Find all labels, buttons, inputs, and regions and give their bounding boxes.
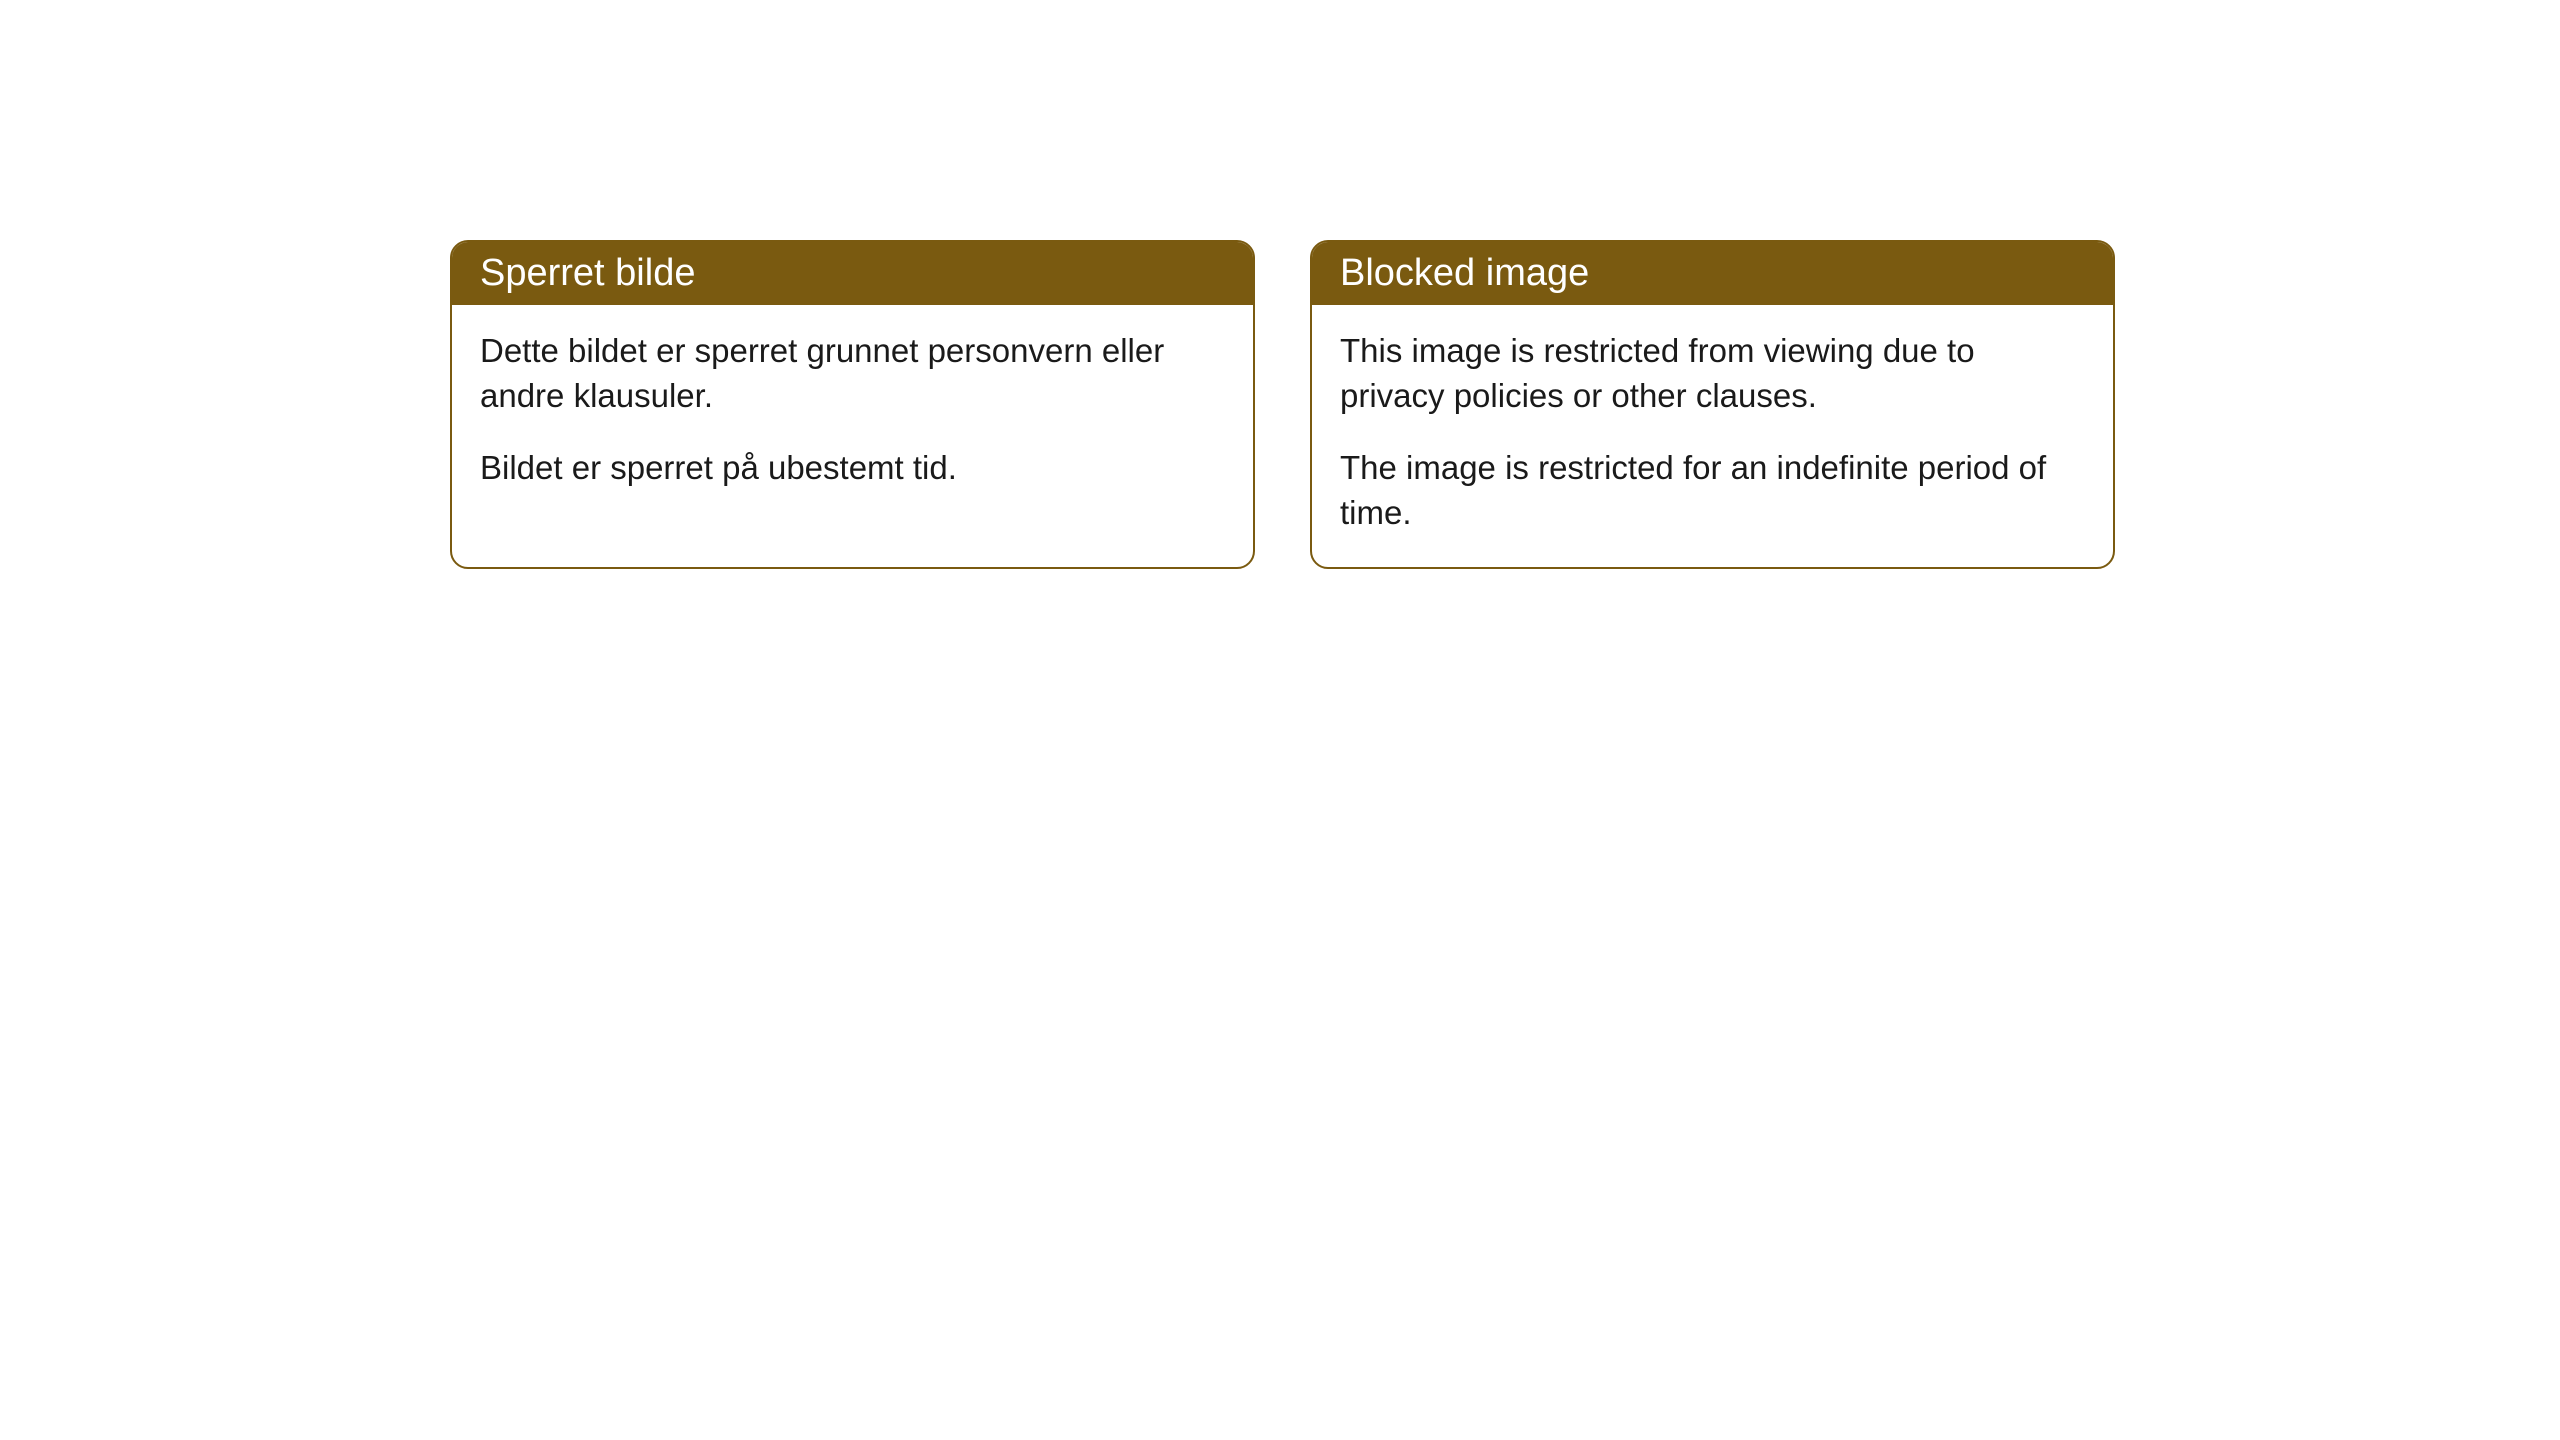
card-paragraph: Bildet er sperret på ubestemt tid. bbox=[480, 446, 1225, 491]
card-paragraph: The image is restricted for an indefinit… bbox=[1340, 446, 2085, 535]
cards-container: Sperret bilde Dette bildet er sperret gr… bbox=[450, 240, 2115, 569]
card-title: Blocked image bbox=[1340, 252, 1589, 294]
card-paragraph: This image is restricted from viewing du… bbox=[1340, 329, 2085, 418]
card-norwegian: Sperret bilde Dette bildet er sperret gr… bbox=[450, 240, 1255, 569]
card-body: This image is restricted from viewing du… bbox=[1312, 305, 2113, 567]
card-paragraph: Dette bildet er sperret grunnet personve… bbox=[480, 329, 1225, 418]
card-header: Blocked image bbox=[1312, 242, 2113, 305]
card-english: Blocked image This image is restricted f… bbox=[1310, 240, 2115, 569]
card-header: Sperret bilde bbox=[452, 242, 1253, 305]
card-body: Dette bildet er sperret grunnet personve… bbox=[452, 305, 1253, 523]
card-title: Sperret bilde bbox=[480, 252, 695, 294]
